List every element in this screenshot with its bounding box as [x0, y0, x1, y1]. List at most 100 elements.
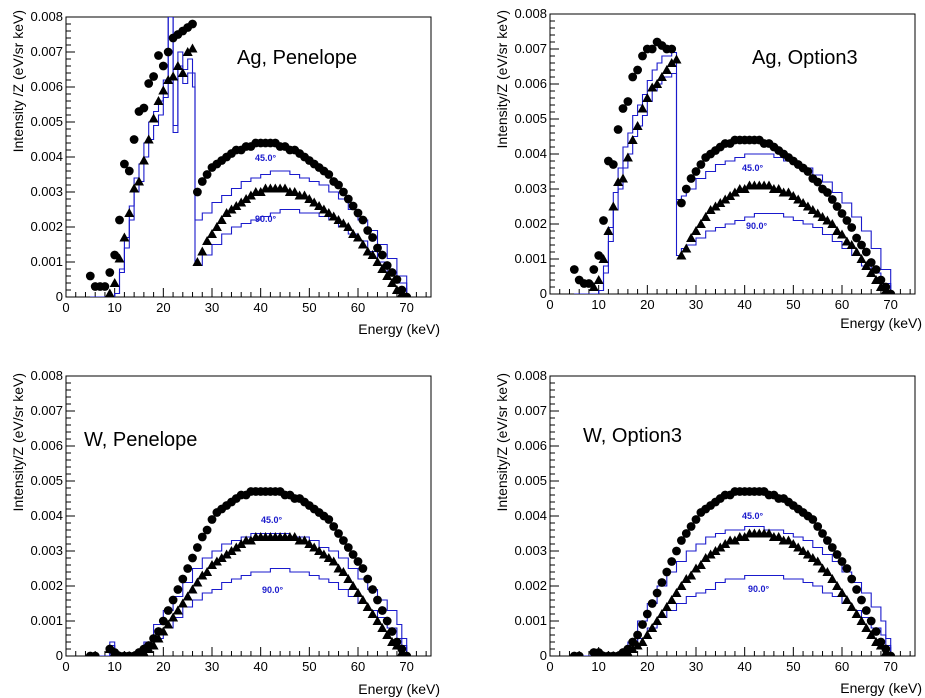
data-point-triangle	[807, 205, 818, 214]
data-point-triangle	[695, 219, 706, 228]
data-point-triangle	[172, 61, 183, 70]
x-tick-label: 60	[835, 659, 849, 674]
data-point-triangle	[367, 609, 378, 618]
data-point-triangle	[588, 282, 599, 291]
y-tick-label: 0	[56, 289, 63, 304]
data-point-triangle	[591, 651, 597, 656]
data-point-circle	[329, 522, 339, 531]
data-point-triangle	[221, 549, 232, 559]
x-tick-label: 50	[302, 300, 316, 315]
y-tick-label: 0.005	[30, 473, 63, 488]
data-point-circle	[691, 167, 701, 176]
angle-label-45: 45.0°	[742, 163, 764, 173]
data-point-circle	[861, 247, 871, 257]
data-point-triangle	[124, 208, 135, 217]
data-point-triangle	[372, 257, 383, 266]
data-point-triangle	[221, 208, 232, 217]
data-point-triangle	[593, 275, 604, 284]
data-point-circle	[823, 188, 832, 197]
angle-label-45: 45.0°	[742, 511, 764, 521]
data-point-circle	[197, 532, 207, 542]
data-point-circle	[373, 243, 382, 253]
data-point-circle	[847, 223, 857, 232]
data-point-triangle	[642, 93, 653, 102]
data-point-triangle	[642, 630, 653, 639]
data-point-triangle	[289, 532, 300, 541]
x-tick-label: 50	[786, 659, 800, 674]
x-tick-label: 50	[302, 659, 316, 674]
plot-frame	[549, 13, 916, 295]
data-point-circle	[373, 595, 382, 605]
data-point-triangle	[119, 232, 130, 242]
data-point-triangle	[202, 236, 213, 245]
data-point-triangle	[627, 135, 638, 144]
data-point-circle	[348, 201, 358, 211]
data-point-triangle	[603, 226, 614, 235]
data-point-triangle	[739, 532, 750, 541]
data-point-triangle	[871, 275, 882, 284]
angle-label-90: 90.0°	[748, 584, 770, 594]
data-point-triangle	[299, 190, 310, 200]
data-point-triangle	[241, 194, 252, 203]
data-point-triangle	[595, 651, 602, 656]
data-point-triangle	[338, 567, 349, 576]
x-tick-label: 40	[253, 659, 267, 674]
data-point-triangle	[691, 563, 701, 573]
data-point-triangle	[841, 236, 852, 246]
data-point-triangle	[622, 152, 633, 162]
data-point-triangle	[163, 619, 174, 629]
data-point-triangle	[353, 588, 363, 597]
y-tick-label: 0.001	[514, 613, 547, 628]
data-point-triangle	[207, 229, 217, 238]
data-point-triangle	[647, 623, 658, 632]
y-tick-label: 0.003	[514, 543, 547, 558]
data-point-circle	[647, 599, 657, 608]
data-point-triangle	[348, 581, 359, 590]
data-point-triangle	[255, 187, 266, 196]
plot-area: 0 10 20 30 40 50 60 70 0 0.001 0.002 0.003 0.004 0.00…	[514, 6, 916, 312]
data-point-triangle	[710, 546, 721, 555]
data-point-triangle	[104, 644, 115, 653]
data-point-triangle	[216, 215, 227, 224]
data-point-triangle	[610, 651, 617, 656]
data-point-triangle	[695, 560, 706, 569]
data-point-triangle	[153, 96, 164, 105]
y-tick-label: 0.005	[514, 473, 547, 488]
data-point-circle	[574, 651, 584, 656]
x-tick-label: 30	[689, 297, 703, 312]
data-point-triangle	[793, 542, 804, 552]
data-point-circle	[105, 268, 115, 277]
data-point-circle	[202, 170, 212, 179]
data-point-triangle	[403, 292, 410, 297]
y-tick-label: 0.002	[30, 578, 63, 593]
data-point-circle	[852, 233, 861, 243]
angle-label-90: 90.0°	[746, 221, 768, 231]
data-point-circle	[657, 578, 667, 587]
data-point-triangle	[328, 211, 339, 221]
data-point-circle	[193, 187, 202, 197]
data-point-triangle	[866, 630, 877, 639]
data-point-circle	[842, 216, 852, 225]
panel-ag-penelope: Ag, Penelope Energy (keV) Intensity /Z (…	[10, 9, 440, 337]
data-point-triangle	[656, 72, 667, 81]
data-point-triangle	[798, 546, 809, 555]
data-point-triangle	[871, 637, 882, 646]
x-tick-label: 20	[640, 297, 654, 312]
data-point-triangle	[168, 71, 179, 81]
data-point-triangle	[676, 250, 687, 260]
data-point-triangle	[618, 173, 628, 183]
panel-w-penelope: W, Penelope Energy (keV) Intensity/Z (eV…	[10, 368, 440, 697]
data-point-triangle	[377, 264, 388, 273]
panel-title: W, Option3	[583, 425, 682, 447]
data-point-triangle	[357, 595, 368, 604]
panel-ag-option3: Ag, Option3 Energy (keV) Intensity/Z (eV…	[494, 6, 922, 331]
panel-title: Ag, Option3	[752, 47, 858, 69]
data-point-circle	[667, 557, 677, 566]
data-point-triangle	[861, 261, 872, 270]
x-tick-label: 10	[591, 297, 605, 312]
data-point-circle	[193, 543, 202, 552]
y-axis-title: Intensity/Z (eV/sr keV)	[10, 373, 26, 511]
data-point-triangle	[846, 240, 857, 249]
x-tick-label: 60	[351, 659, 365, 674]
x-axis-title: Energy (keV)	[358, 321, 440, 337]
